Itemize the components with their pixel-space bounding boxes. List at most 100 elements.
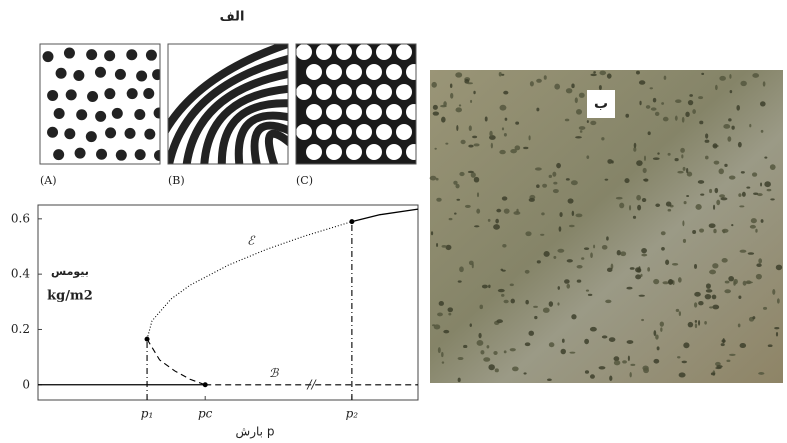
shrub xyxy=(498,289,505,292)
shrub xyxy=(753,193,758,195)
shrub xyxy=(633,216,636,219)
spot xyxy=(53,149,64,160)
shrub xyxy=(599,366,606,369)
shrub xyxy=(605,300,611,303)
x-tick-label: pc xyxy=(198,407,213,421)
shrub xyxy=(441,117,446,123)
y-axis-label: بیومس xyxy=(51,265,89,278)
spot xyxy=(115,69,126,80)
gap xyxy=(316,84,332,100)
shrub xyxy=(655,334,659,339)
shrub xyxy=(461,140,466,145)
shrub xyxy=(755,229,757,233)
shrub xyxy=(751,218,757,223)
shrub xyxy=(758,258,762,263)
gap xyxy=(346,104,362,120)
spot xyxy=(134,109,145,120)
shrub xyxy=(637,205,641,211)
shrub xyxy=(678,277,682,283)
shrub xyxy=(606,236,609,240)
pattern-a xyxy=(40,44,165,164)
shrub xyxy=(733,281,736,285)
shrub xyxy=(536,184,540,188)
shrub xyxy=(672,263,678,266)
shrub xyxy=(624,178,629,183)
shrub xyxy=(593,245,595,249)
shrub xyxy=(503,91,508,95)
shrub xyxy=(728,118,731,121)
shrub xyxy=(726,360,730,362)
shrub xyxy=(705,133,708,138)
shrub xyxy=(445,143,448,145)
shrub xyxy=(720,197,727,200)
shrub xyxy=(557,302,559,305)
shrub xyxy=(640,274,642,277)
shrub xyxy=(496,319,503,323)
shrub xyxy=(590,327,597,332)
panel-b-label: ب xyxy=(594,96,608,112)
shrub xyxy=(439,301,444,306)
spot xyxy=(86,49,97,60)
shrub xyxy=(535,167,542,170)
gap xyxy=(326,104,342,120)
page: الف ب (A)(B)(C)00.20.40.6p₁pcp₂بیومسkg/m… xyxy=(0,0,787,443)
shrub xyxy=(433,112,439,116)
shrub xyxy=(456,107,462,112)
shrub xyxy=(541,212,544,215)
pattern-label: (C) xyxy=(296,174,313,187)
spot xyxy=(66,89,77,100)
shrub xyxy=(660,322,664,327)
shrub xyxy=(502,270,506,272)
shrub xyxy=(738,295,741,298)
shrub xyxy=(629,205,631,210)
shrub xyxy=(683,342,689,348)
shrub xyxy=(554,84,560,90)
shrub xyxy=(635,267,641,272)
gap xyxy=(396,84,412,100)
shrub xyxy=(728,276,734,281)
shrub xyxy=(577,265,583,269)
shrub xyxy=(630,364,635,366)
spot xyxy=(152,69,163,80)
shrub xyxy=(586,155,589,159)
shrub xyxy=(609,376,612,381)
y-tick-label: 0.2 xyxy=(11,322,30,336)
shrub xyxy=(483,357,490,361)
shrub xyxy=(685,112,689,117)
shrub xyxy=(488,364,494,370)
shrub xyxy=(575,97,578,103)
gap xyxy=(376,44,392,60)
shrub xyxy=(639,101,641,105)
shrub xyxy=(477,192,479,197)
shrub xyxy=(617,250,621,255)
spot xyxy=(47,127,58,138)
gap xyxy=(356,84,372,100)
shrub xyxy=(473,91,475,94)
gap xyxy=(366,104,382,120)
spot xyxy=(75,148,86,159)
shrub xyxy=(436,243,438,247)
shrub xyxy=(714,161,720,165)
shrub xyxy=(764,157,767,159)
gap xyxy=(386,64,402,80)
shrub xyxy=(515,121,519,124)
shrub xyxy=(474,177,479,183)
shrub xyxy=(584,247,589,250)
shrub xyxy=(644,156,646,161)
shrub xyxy=(437,313,443,317)
shrub xyxy=(725,281,730,284)
shrub xyxy=(709,223,716,228)
gap xyxy=(386,144,402,160)
shrub xyxy=(454,212,457,214)
shrub xyxy=(636,160,643,166)
shrub xyxy=(713,143,718,148)
shrub xyxy=(683,167,686,171)
shrub xyxy=(719,168,724,174)
shrub xyxy=(474,143,480,146)
shrub xyxy=(470,100,472,103)
shrub xyxy=(456,125,458,131)
shrub xyxy=(711,372,715,375)
shrub xyxy=(709,270,716,275)
shrub xyxy=(724,289,731,293)
shrub xyxy=(433,105,438,110)
